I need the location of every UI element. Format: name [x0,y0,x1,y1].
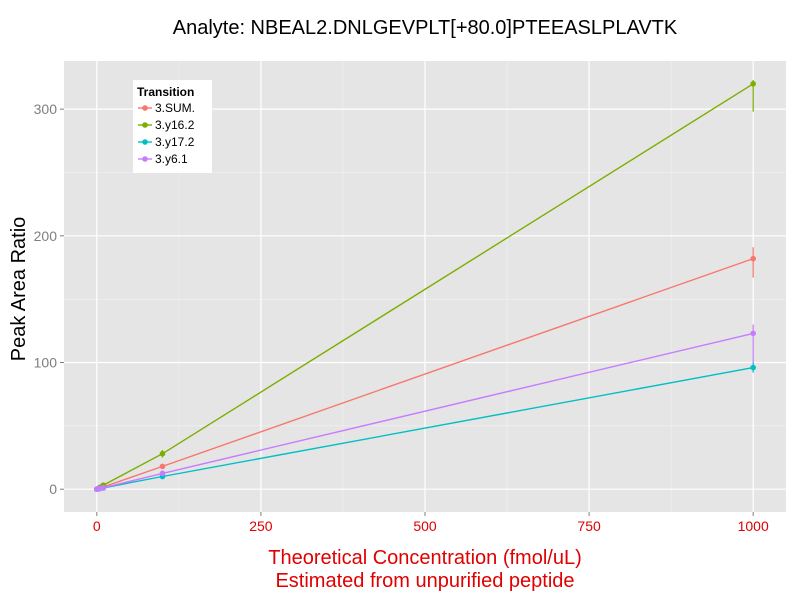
data-point [100,484,107,491]
x-tick-label: 500 [413,518,437,534]
legend-label: 3.y16.2 [155,118,195,132]
legend: Transition 3.SUM. 3.y16.2 3.y17.2 3.y6.1 [133,80,212,173]
y-tick-label: 100 [34,355,58,371]
data-point [750,364,756,371]
legend-key-point [142,156,148,162]
y-tick-label: 0 [49,481,57,497]
legend-label: 3.y17.2 [155,135,195,149]
x-tick-label: 250 [249,518,273,534]
data-point [159,450,166,457]
data-point [750,330,756,337]
x-tick-label: 750 [577,518,601,534]
chart-title: Analyte: NBEAL2.DNLGEVPLT[+80.0]PTEEASLP… [173,17,678,39]
legend-key-point [142,122,148,128]
series-3.y6.1 [94,324,756,492]
legend-items: 3.SUM. 3.y16.2 3.y17.2 3.y6.1 [138,101,195,166]
y-tick-label: 200 [34,228,58,244]
legend-item: 3.y17.2 [138,135,195,149]
legend-item: 3.y16.2 [138,118,195,132]
legend-key-point [142,139,148,145]
legend-item: 3.SUM. [138,101,195,115]
legend-label: 3.SUM. [155,101,195,115]
legend-label: 3.y6.1 [155,152,188,166]
series-layer [94,80,756,492]
y-tick-label: 300 [34,101,58,117]
y-axis-label: Peak Area Ratio [8,217,30,362]
x-axis-label-line1: Theoretical Concentration (fmol/uL) [268,547,581,569]
legend-item: 3.y6.1 [138,152,188,166]
axis-ticks: 0 250 500 750 1000 0 100 200 300 [34,101,769,534]
legend-title: Transition [137,85,194,99]
data-point [750,255,756,262]
x-axis-label-line2: Estimated from unpurified peptide [275,570,574,592]
data-point [159,463,166,470]
x-tick-label: 0 [93,518,101,534]
legend-key-point [142,105,148,111]
data-point [159,470,166,477]
x-tick-label: 1000 [738,518,769,534]
data-point [750,81,756,87]
